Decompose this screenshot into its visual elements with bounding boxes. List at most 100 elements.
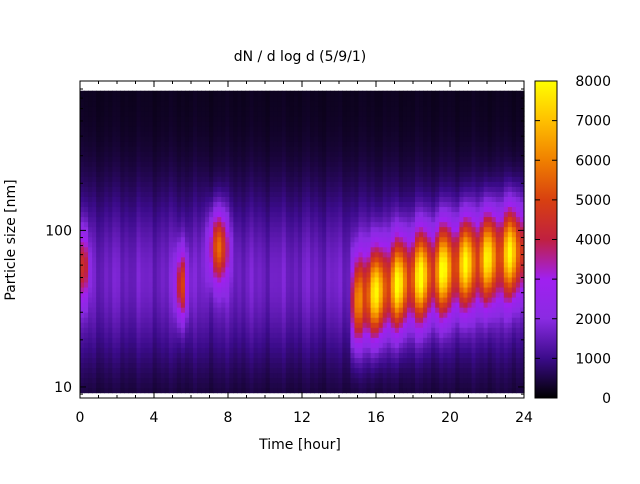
heatmap-cell (390, 181, 396, 187)
heatmap-cell (92, 276, 97, 283)
heatmap-cell (120, 136, 125, 142)
heatmap-cell (104, 347, 109, 353)
heatmap-cell (225, 352, 230, 358)
heatmap-cell (193, 317, 198, 323)
heatmap-cell (366, 347, 372, 353)
heatmap-cell (168, 357, 174, 364)
heatmap-cell (132, 231, 138, 238)
heatmap-cell (92, 241, 97, 248)
heatmap-cell (180, 327, 186, 333)
heatmap-cell (112, 246, 117, 253)
heatmap-cell (100, 276, 105, 283)
heatmap-cell (152, 271, 158, 278)
heatmap-cell (269, 256, 275, 263)
heatmap-cell (168, 276, 174, 283)
heatmap-cell (366, 110, 372, 117)
heatmap-cell (172, 171, 178, 177)
heatmap-cell (213, 105, 218, 112)
heatmap-cell (281, 211, 287, 218)
heatmap-cell (160, 302, 166, 308)
heatmap-cell (314, 191, 319, 197)
heatmap-cell (410, 332, 416, 338)
heatmap-cell (80, 332, 85, 338)
heatmap-cell (366, 256, 372, 263)
heatmap-cell (322, 226, 327, 233)
heatmap-cell (330, 271, 335, 278)
heatmap-cell (265, 317, 271, 323)
heatmap-cell (410, 206, 416, 213)
heatmap-cell (152, 377, 158, 384)
heatmap-cell (152, 100, 158, 107)
heatmap-cell (108, 337, 113, 343)
heatmap-cell (330, 125, 335, 132)
heatmap-cell (297, 120, 303, 127)
heatmap-cell (281, 166, 287, 172)
heatmap-cell (322, 362, 327, 369)
heatmap-cell (253, 151, 259, 157)
heatmap-cell (362, 241, 368, 248)
heatmap-cell (281, 181, 287, 187)
heatmap-cell (366, 377, 372, 384)
heatmap-cell (96, 387, 101, 394)
heatmap-cell (370, 176, 376, 182)
heatmap-cell (188, 241, 194, 248)
heatmap-cell (180, 161, 186, 167)
heatmap-cell (168, 266, 174, 273)
heatmap-cell (346, 105, 352, 112)
heatmap-cell (197, 342, 202, 348)
heatmap-cell (180, 176, 186, 182)
heatmap-cell (164, 206, 170, 213)
heatmap-cell (318, 281, 323, 288)
heatmap-cell (354, 317, 360, 323)
heatmap-cell (116, 221, 121, 228)
heatmap-cell (160, 115, 166, 122)
heatmap-cell (245, 201, 251, 208)
heatmap-cell (144, 241, 150, 248)
heatmap-cell (362, 236, 368, 243)
heatmap-cell (88, 357, 93, 364)
heatmap-cell (152, 161, 158, 167)
heatmap-cell (289, 281, 295, 288)
heatmap-cell (132, 372, 138, 379)
heatmap-cell (92, 115, 97, 122)
heatmap-cell (261, 100, 267, 107)
heatmap-cell (209, 312, 214, 318)
heatmap-cell (225, 251, 230, 258)
heatmap-cell (152, 191, 158, 197)
heatmap-cell (249, 246, 255, 253)
heatmap-cell (334, 231, 339, 238)
heatmap-cell (261, 352, 267, 358)
heatmap-cell (314, 120, 319, 127)
heatmap-cell (184, 307, 190, 313)
heatmap-cell (160, 166, 166, 172)
heatmap-cell (342, 161, 347, 167)
heatmap-cell (188, 105, 194, 112)
heatmap-cell (104, 332, 109, 338)
heatmap-cell (184, 297, 190, 303)
heatmap-cell (120, 281, 125, 288)
heatmap-cell (293, 302, 299, 308)
heatmap-cell (176, 130, 182, 137)
heatmap-cell (358, 216, 364, 223)
heatmap-cell (205, 115, 210, 122)
heatmap-cell (402, 256, 408, 263)
heatmap-cell (277, 382, 283, 389)
heatmap-cell (306, 337, 311, 343)
heatmap-cell (88, 231, 93, 238)
heatmap-cell (128, 90, 134, 97)
heatmap-cell (245, 367, 251, 374)
heatmap-cell (285, 95, 291, 102)
heatmap-cell (237, 362, 243, 369)
heatmap-cell (390, 171, 396, 177)
heatmap-cell (366, 327, 372, 333)
heatmap-cell (205, 141, 210, 147)
heatmap-cell (80, 90, 85, 97)
heatmap-cell (124, 151, 130, 157)
heatmap-cell (374, 276, 380, 283)
heatmap-cell (92, 387, 97, 394)
heatmap-cell (398, 161, 404, 167)
heatmap-cell (415, 307, 420, 313)
heatmap-cell (269, 357, 275, 364)
heatmap-cell (297, 342, 303, 348)
heatmap-cell (334, 357, 339, 364)
